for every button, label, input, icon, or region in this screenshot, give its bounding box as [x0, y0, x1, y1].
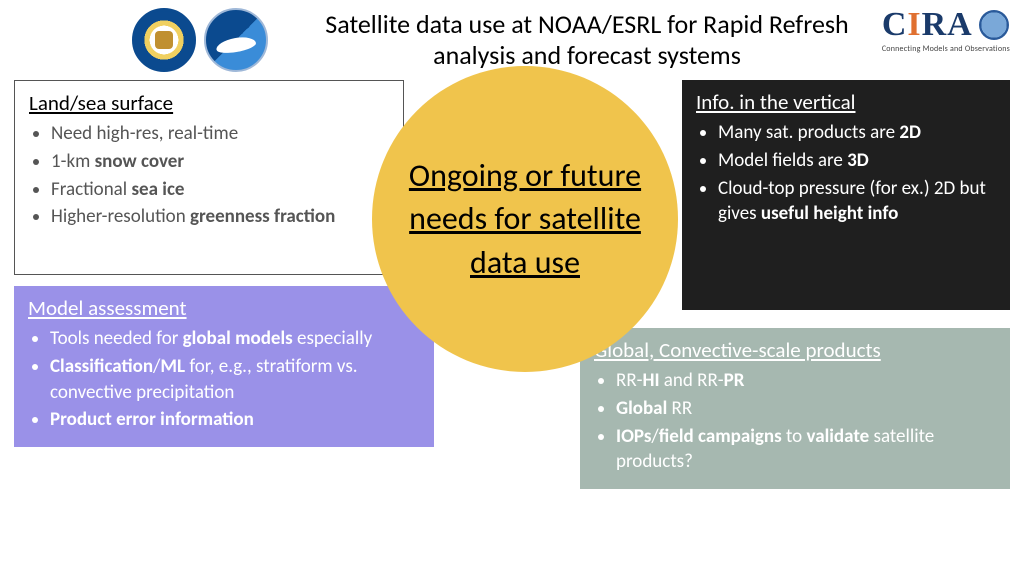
- commerce-seal-icon: [132, 8, 196, 72]
- cira-subtitle: Connecting Models and Observations: [882, 44, 1010, 54]
- circle-text: Ongoing or future needs for satellite da…: [396, 154, 654, 284]
- box-heading: Info. in the vertical: [696, 88, 996, 116]
- slide-content: Land/sea surface Need high-res, real-tim…: [0, 78, 1024, 568]
- box-list: Many sat. products are 2DModel fields ar…: [696, 120, 996, 227]
- list-item: Tools needed for global models especiall…: [50, 326, 420, 352]
- list-item: Need high-res, real-time: [51, 121, 389, 147]
- list-item: Cloud-top pressure (for ex.) 2D but give…: [718, 176, 996, 227]
- box-global-products: Global, Convective-scale products RR-HI …: [580, 328, 1010, 489]
- box-heading: Global, Convective-scale products: [594, 336, 996, 364]
- box-land-sea: Land/sea surface Need high-res, real-tim…: [14, 80, 404, 275]
- list-item: Classification/ML for, e.g., stratiform …: [50, 354, 420, 405]
- list-item: 1-km snow cover: [51, 149, 389, 175]
- list-item: Model fields are 3D: [718, 148, 996, 174]
- header-logos-left: [132, 8, 268, 72]
- slide-title: Satellite data use at NOAA/ESRL for Rapi…: [282, 9, 892, 71]
- box-model-assessment: Model assessment Tools needed for global…: [14, 286, 434, 447]
- list-item: Higher-resolution greenness fraction: [51, 204, 389, 230]
- list-item: RR-HI and RR-PR: [616, 368, 996, 394]
- list-item: Product error information: [50, 407, 420, 433]
- box-list: Need high-res, real-time1-km snow coverF…: [29, 121, 389, 230]
- center-circle-callout: Ongoing or future needs for satellite da…: [372, 66, 678, 372]
- list-item: Global RR: [616, 396, 996, 422]
- cira-text-icon: CIRA: [882, 6, 973, 44]
- box-heading: Land/sea surface: [29, 89, 389, 117]
- box-list: Tools needed for global models especiall…: [28, 326, 420, 433]
- list-item: IOPs/field campaigns to validate satelli…: [616, 424, 996, 475]
- box-heading: Model assessment: [28, 294, 420, 322]
- list-item: Fractional sea ice: [51, 177, 389, 203]
- list-item: Many sat. products are 2D: [718, 120, 996, 146]
- box-list: RR-HI and RR-PRGlobal RRIOPs/field campa…: [594, 368, 996, 475]
- globe-icon: [979, 10, 1009, 40]
- noaa-logo-icon: [204, 8, 268, 72]
- cira-logo: CIRA Connecting Models and Observations: [882, 6, 1010, 54]
- box-vertical-info: Info. in the vertical Many sat. products…: [682, 80, 1010, 310]
